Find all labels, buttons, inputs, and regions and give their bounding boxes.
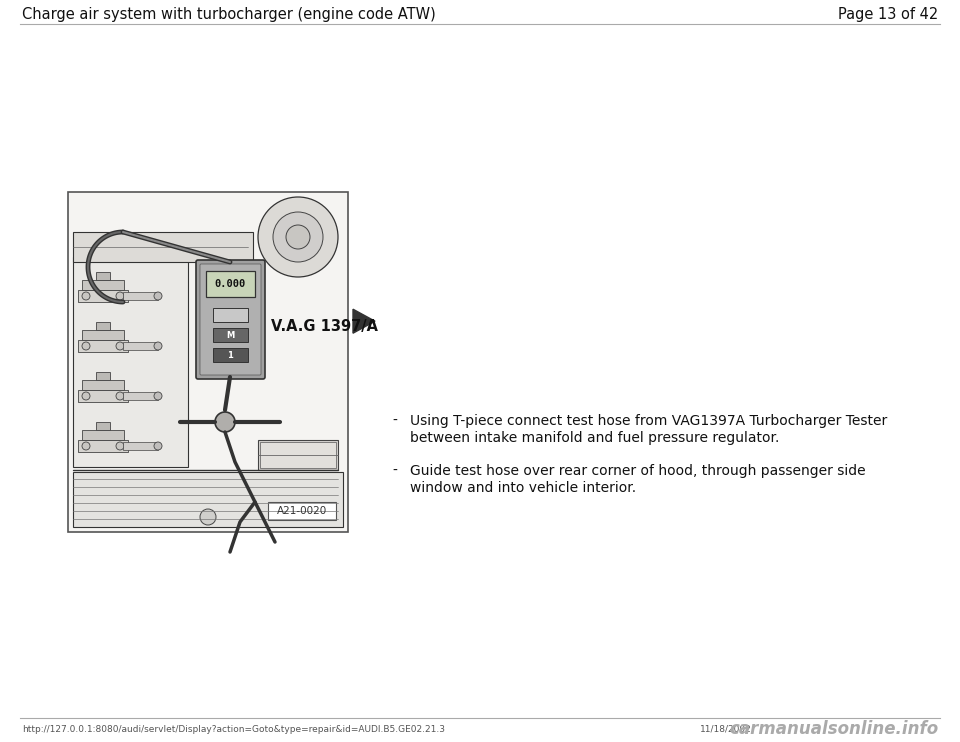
Text: carmanualsonline.info: carmanualsonline.info bbox=[729, 720, 938, 738]
Circle shape bbox=[154, 342, 162, 350]
Bar bbox=[73, 257, 188, 467]
Bar bbox=[82, 430, 124, 440]
Circle shape bbox=[82, 292, 90, 300]
Circle shape bbox=[273, 212, 323, 262]
Circle shape bbox=[200, 509, 216, 525]
Text: window and into vehicle interior.: window and into vehicle interior. bbox=[410, 481, 636, 495]
Circle shape bbox=[154, 392, 162, 400]
Bar bbox=[68, 192, 348, 532]
Bar bbox=[78, 249, 183, 257]
Circle shape bbox=[82, 392, 90, 400]
Bar bbox=[206, 271, 255, 297]
Circle shape bbox=[258, 197, 338, 277]
Text: Charge air system with turbocharger (engine code ATW): Charge air system with turbocharger (eng… bbox=[22, 7, 436, 22]
Bar bbox=[213, 308, 248, 322]
Bar bbox=[213, 348, 248, 362]
Bar bbox=[82, 330, 124, 340]
Bar bbox=[260, 442, 336, 468]
FancyBboxPatch shape bbox=[200, 264, 261, 375]
Bar bbox=[73, 472, 343, 527]
Bar bbox=[82, 380, 124, 390]
Bar bbox=[78, 440, 128, 452]
Text: between intake manifold and fuel pressure regulator.: between intake manifold and fuel pressur… bbox=[410, 431, 780, 445]
Bar bbox=[73, 232, 253, 262]
Circle shape bbox=[116, 442, 124, 450]
Bar bbox=[96, 372, 110, 380]
Text: -: - bbox=[392, 414, 396, 428]
Circle shape bbox=[154, 292, 162, 300]
Bar bbox=[78, 290, 128, 302]
Circle shape bbox=[154, 442, 162, 450]
Bar bbox=[123, 342, 158, 350]
Bar bbox=[213, 328, 248, 342]
Bar bbox=[78, 340, 128, 352]
Text: http://127.0.0.1:8080/audi/servlet/Display?action=Goto&type=repair&id=AUDI.B5.GE: http://127.0.0.1:8080/audi/servlet/Displ… bbox=[22, 724, 445, 734]
Circle shape bbox=[215, 412, 235, 432]
Text: 0.000: 0.000 bbox=[214, 279, 246, 289]
Text: 11/18/2002: 11/18/2002 bbox=[700, 724, 752, 734]
Text: -: - bbox=[392, 464, 396, 478]
Text: Guide test hose over rear corner of hood, through passenger side: Guide test hose over rear corner of hood… bbox=[410, 464, 866, 478]
Bar bbox=[96, 272, 110, 280]
Bar bbox=[78, 390, 128, 402]
Text: Using T-piece connect test hose from VAG1397A Turbocharger Tester: Using T-piece connect test hose from VAG… bbox=[410, 414, 887, 428]
Text: M: M bbox=[226, 330, 234, 340]
Text: A21-0020: A21-0020 bbox=[276, 506, 327, 516]
Bar bbox=[258, 440, 338, 470]
Circle shape bbox=[116, 342, 124, 350]
Bar bbox=[96, 322, 110, 330]
Text: Page 13 of 42: Page 13 of 42 bbox=[838, 7, 938, 22]
Bar bbox=[96, 422, 110, 430]
Circle shape bbox=[116, 392, 124, 400]
Bar bbox=[82, 280, 124, 290]
Bar bbox=[123, 392, 158, 400]
Bar bbox=[123, 442, 158, 450]
Circle shape bbox=[82, 442, 90, 450]
Circle shape bbox=[82, 342, 90, 350]
Text: 1: 1 bbox=[228, 350, 233, 360]
Bar bbox=[123, 292, 158, 300]
Polygon shape bbox=[353, 309, 375, 333]
Circle shape bbox=[286, 225, 310, 249]
Bar bbox=[268, 502, 336, 520]
FancyBboxPatch shape bbox=[196, 260, 265, 379]
Text: V.A.G 1397/A: V.A.G 1397/A bbox=[271, 320, 378, 335]
Circle shape bbox=[116, 292, 124, 300]
